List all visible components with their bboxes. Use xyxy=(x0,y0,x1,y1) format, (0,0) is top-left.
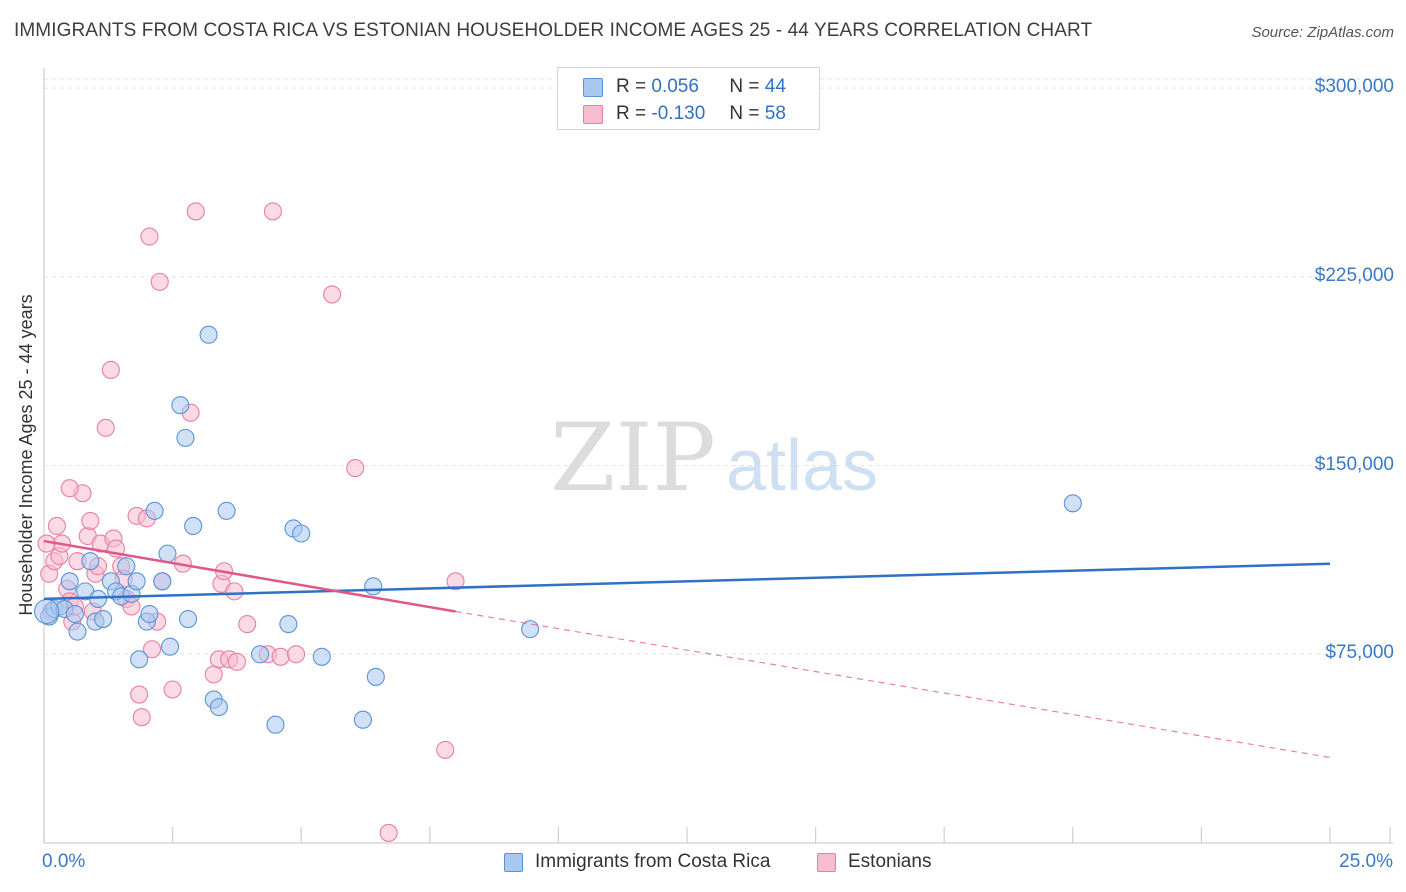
costa-rica-point xyxy=(65,604,84,624)
estonians-point xyxy=(323,285,342,304)
costa-rica-point xyxy=(312,647,331,666)
estonians-point xyxy=(140,227,159,246)
estonians-point xyxy=(81,511,100,530)
estonians-point xyxy=(142,640,162,659)
stats-swatch-estonians xyxy=(583,104,603,124)
estonians-point xyxy=(346,459,365,478)
legend-swatch-costa-rica xyxy=(504,852,523,872)
estonians-point xyxy=(186,202,205,221)
costa-rica-point xyxy=(158,544,177,563)
estonians-point xyxy=(204,665,223,684)
r-value: -0.130 xyxy=(651,103,706,124)
estonians-point xyxy=(96,418,115,437)
costa-rica-point xyxy=(176,428,195,447)
bottom-legend: Immigrants from Costa Rica Estonians xyxy=(0,851,1406,879)
n-label: N = xyxy=(729,103,760,124)
y-tick-label: $75,000 xyxy=(1325,642,1394,664)
source-label: Source: ZipAtlas.com xyxy=(1251,24,1394,41)
x-tick-label-max: 25.0% xyxy=(1339,851,1393,872)
costa-rica-point xyxy=(60,572,79,591)
stats-legend: R = 0.056 N = 44 R = -0.130 N = 58 xyxy=(557,67,820,130)
costa-rica-point xyxy=(94,610,113,629)
stats-row-estonians: R = -0.130 N = 58 xyxy=(583,103,786,125)
trend-lines xyxy=(43,539,1331,759)
costa-rica-trend-line xyxy=(43,562,1331,601)
watermark-atlas: atlas xyxy=(726,426,878,506)
costa-rica-point xyxy=(199,325,218,344)
r-label: R = xyxy=(616,103,647,124)
costa-rica-point xyxy=(34,598,60,625)
estonians-point xyxy=(287,645,306,664)
estonians-point xyxy=(47,516,66,536)
costa-rica-point xyxy=(250,645,270,664)
costa-rica-point xyxy=(178,610,198,629)
estonians-point xyxy=(436,740,455,759)
watermark-zip: ZIP xyxy=(550,404,716,513)
costa-rica-point xyxy=(117,557,136,576)
estonians-point xyxy=(60,479,79,498)
costa-rica-point xyxy=(184,516,203,536)
legend-swatch-estonians xyxy=(817,852,836,872)
legend-label: Estonians xyxy=(848,851,932,872)
legend-label: Immigrants from Costa Rica xyxy=(535,851,771,872)
chart-title: IMMIGRANTS FROM COSTA RICA VS ESTONIAN H… xyxy=(14,20,1093,41)
r-label: R = xyxy=(616,76,647,97)
costa-rica-point xyxy=(130,650,149,669)
x-tick-label-min: 0.0% xyxy=(42,851,86,872)
estonians-trend-extension xyxy=(455,610,1331,759)
y-axis-title: Householder Income Ages 25 - 44 years xyxy=(16,294,36,616)
r-value: 0.056 xyxy=(651,76,699,97)
costa-rica-point xyxy=(364,577,383,596)
axes xyxy=(43,68,1393,844)
estonians-point xyxy=(132,708,151,727)
costa-rica-point xyxy=(153,572,172,591)
costa-rica-point xyxy=(292,524,311,543)
estonians-trend-line xyxy=(43,539,456,613)
costa-rica-point xyxy=(217,501,236,520)
costa-rica-point xyxy=(145,501,164,520)
stats-swatch-costa-rica xyxy=(583,77,603,97)
estonians-point xyxy=(130,685,149,704)
estonians-point xyxy=(446,572,465,591)
costa-rica-point xyxy=(279,615,298,634)
estonians-point xyxy=(238,615,257,634)
costa-rica-point xyxy=(1063,494,1082,513)
costa-rica-point xyxy=(353,710,372,729)
costa-rica-point xyxy=(140,604,159,624)
watermark: ZIP atlas xyxy=(550,404,878,513)
n-value: 44 xyxy=(764,76,786,97)
y-tick-label: $225,000 xyxy=(1314,264,1394,286)
costa-rica-point xyxy=(81,552,100,571)
estonians-point xyxy=(163,680,182,699)
costa-rica-point xyxy=(266,715,285,734)
data-points xyxy=(34,202,1082,842)
costa-rica-point xyxy=(366,667,385,686)
costa-rica-point xyxy=(127,572,146,591)
estonians-point xyxy=(271,647,290,666)
y-tick-label: $300,000 xyxy=(1314,76,1394,98)
stats-row-costa-rica: R = 0.056 N = 44 xyxy=(583,76,786,98)
estonians-point xyxy=(227,652,246,671)
estonians-point xyxy=(101,360,120,379)
estonians-point xyxy=(150,272,169,291)
costa-rica-point xyxy=(68,622,87,641)
n-label: N = xyxy=(729,76,760,97)
costa-rica-point xyxy=(171,396,190,415)
costa-rica-point xyxy=(88,589,108,608)
n-value: 58 xyxy=(764,103,786,124)
costa-rica-point xyxy=(209,698,228,717)
estonians-point xyxy=(263,202,282,221)
estonians-point xyxy=(379,823,398,842)
y-tick-label: $150,000 xyxy=(1314,453,1394,475)
estonians-point xyxy=(225,582,244,601)
costa-rica-point xyxy=(160,637,180,656)
legend-item-costa-rica[interactable]: Immigrants from Costa Rica xyxy=(504,851,770,873)
legend-item-estonians[interactable]: Estonians xyxy=(817,851,931,873)
